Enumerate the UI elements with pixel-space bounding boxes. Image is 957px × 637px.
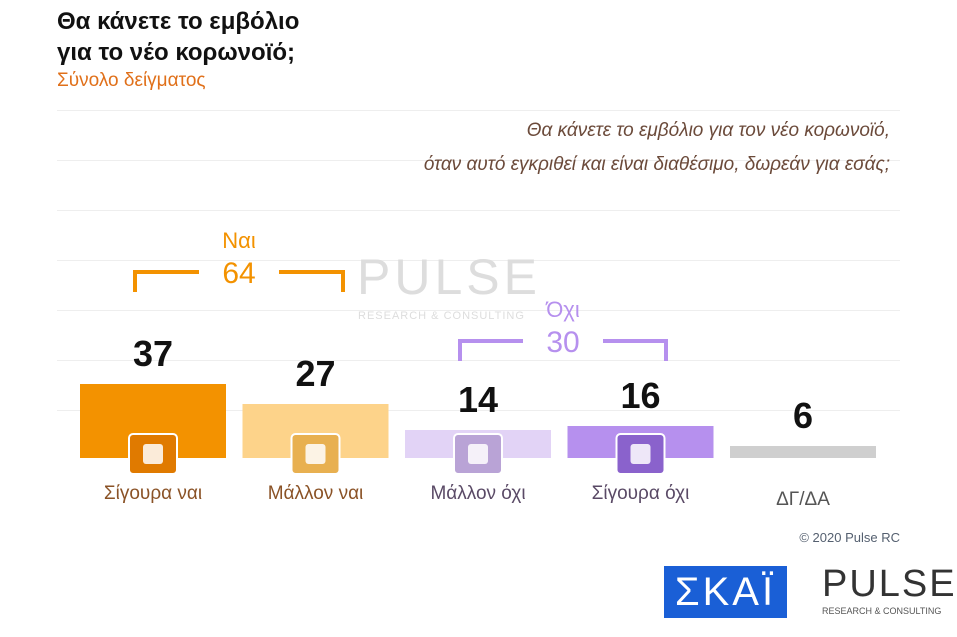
pulse-tagline: RESEARCH & CONSULTING [822,606,942,616]
category-label: Σίγουρα όχι [591,483,690,504]
watermark-tagline: RESEARCH & CONSULTING [358,310,525,322]
skai-logo: ΣΚΑΪ [664,566,787,618]
category-label: Μάλλον όχι [430,483,526,504]
grid-line [57,110,900,111]
grid-line [57,260,900,261]
group-name: Ναι [222,228,256,253]
bar [730,446,876,458]
watermark: PULSE [357,249,541,305]
icon-glyph [143,444,163,464]
grid-line [57,360,900,361]
question: όταν αυτό εγκριθεί και είναι διαθέσιμο, … [423,154,890,175]
category-label: Σίγουρα ναι [103,483,203,504]
group-total: 30 [546,326,579,359]
grid-line [57,160,900,161]
icon-glyph [630,444,651,464]
group-bracket [133,270,345,292]
subtitle: Σύνολο δείγματος [57,70,206,91]
copyright: © 2020 Pulse RC [799,530,900,545]
grid-line [57,210,900,211]
grid-line [57,310,900,311]
value-label: 14 [458,379,498,420]
icon-glyph [305,444,326,464]
category-label: Μάλλον ναι [267,483,364,504]
value-label: 6 [793,395,813,436]
value-label: 27 [295,353,335,394]
group-name: Όχι [545,297,580,322]
value-label: 37 [133,333,173,374]
group-total: 64 [222,257,255,290]
icon-glyph [468,444,488,464]
category-label: ΔΓ/ΔΑ [776,489,830,510]
grid-line [57,410,900,411]
value-label: 16 [620,375,660,416]
question: Θα κάνετε το εμβόλιο για τον νέο κορωνοϊ… [526,120,890,141]
group-bracket [458,339,668,361]
chart-title: Θα κάνετε το εμβόλιο για το νέο κορωνοϊό… [57,8,300,66]
pulse-logo: PULSE [822,563,957,605]
